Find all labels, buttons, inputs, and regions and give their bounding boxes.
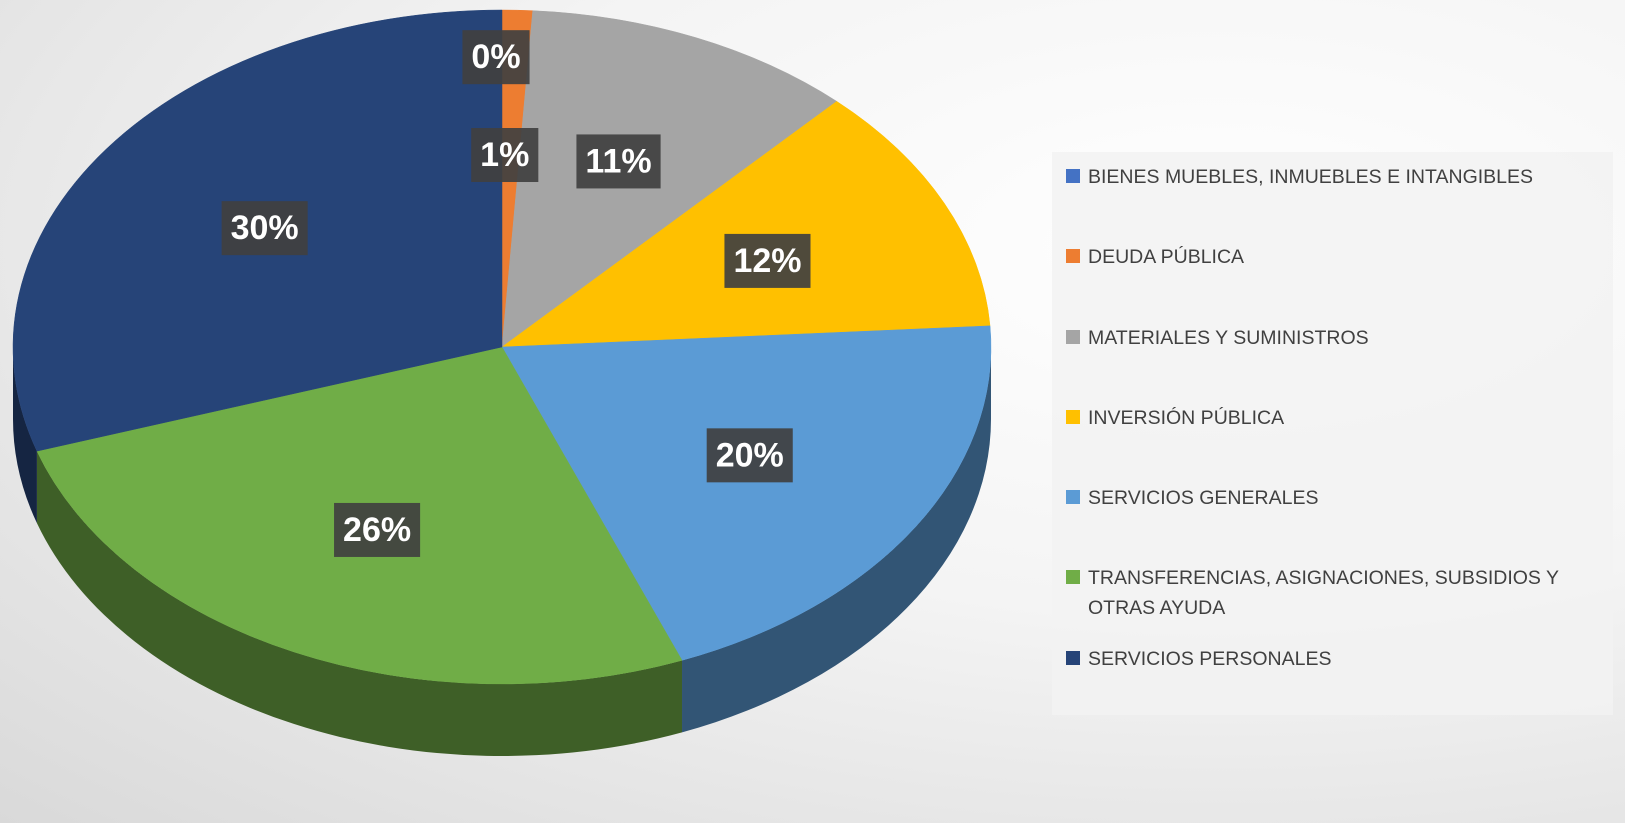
slice-side	[36, 451, 683, 756]
legend-item: SERVICIOS GENERALES	[1052, 483, 1613, 563]
legend-item: TRANSFERENCIAS, ASIGNACIONES, SUBSIDIOS …	[1052, 563, 1613, 643]
legend-swatch	[1066, 249, 1080, 264]
legend-label: BIENES MUEBLES, INMUEBLES E INTANGIBLES	[1088, 166, 1534, 188]
legend-swatch	[1066, 650, 1080, 665]
legend-item: INVERSIÓN PÚBLICA	[1052, 403, 1613, 483]
legend-label: MATERIALES Y SUMINISTROS	[1088, 326, 1369, 349]
data-labels: 0% 1% 11% 12% 20% 26% 30%	[221, 30, 811, 557]
legend-label: SERVICIOS PERSONALES	[1088, 647, 1332, 670]
legend-swatch	[1066, 490, 1080, 505]
slice	[501, 10, 838, 348]
data-label: 0%	[471, 38, 520, 76]
legend-swatch	[1066, 169, 1080, 183]
legend-item: MATERIALES Y SUMINISTROS	[1052, 323, 1613, 403]
legend-item: BIENES MUEBLES, INMUEBLES E INTANGIBLES	[1052, 162, 1613, 242]
legend-label: TRANSFERENCIAS, ASIGNACIONES, SUBSIDIOS …	[1088, 567, 1559, 620]
legend-label: SERVICIOS GENERALES	[1088, 487, 1319, 510]
data-label: 26%	[343, 511, 411, 549]
legend: BIENES MUEBLES, INMUEBLES E INTANGIBLES D…	[1052, 152, 1613, 715]
slice-side	[682, 347, 991, 733]
data-label-box	[462, 30, 530, 85]
legend-item: DEUDA PÚBLICA	[1052, 242, 1613, 322]
legend-swatch	[1066, 329, 1080, 344]
slice	[501, 325, 992, 661]
legend-item: SERVICIOS PERSONALES	[1052, 644, 1613, 724]
data-label: 30%	[231, 209, 299, 247]
data-label-box	[724, 233, 811, 288]
slice-side	[13, 347, 37, 524]
data-label-box	[221, 201, 308, 256]
legend-swatch	[1066, 570, 1080, 585]
pie-sides	[13, 347, 991, 756]
data-label: 12%	[733, 242, 801, 280]
data-label: 20%	[716, 436, 784, 474]
pie-tops	[12, 9, 992, 685]
legend-label: INVERSIÓN PÚBLICA	[1088, 406, 1285, 429]
data-label: 11%	[585, 142, 651, 180]
data-label-box	[334, 502, 421, 557]
slice	[501, 101, 991, 348]
data-label-box	[706, 428, 793, 483]
legend-swatch	[1066, 409, 1080, 424]
data-label-box	[471, 128, 539, 183]
data-label-box	[576, 134, 661, 189]
data-label: 1%	[480, 136, 529, 174]
legend-label: DEUDA PÚBLICA	[1088, 246, 1245, 269]
